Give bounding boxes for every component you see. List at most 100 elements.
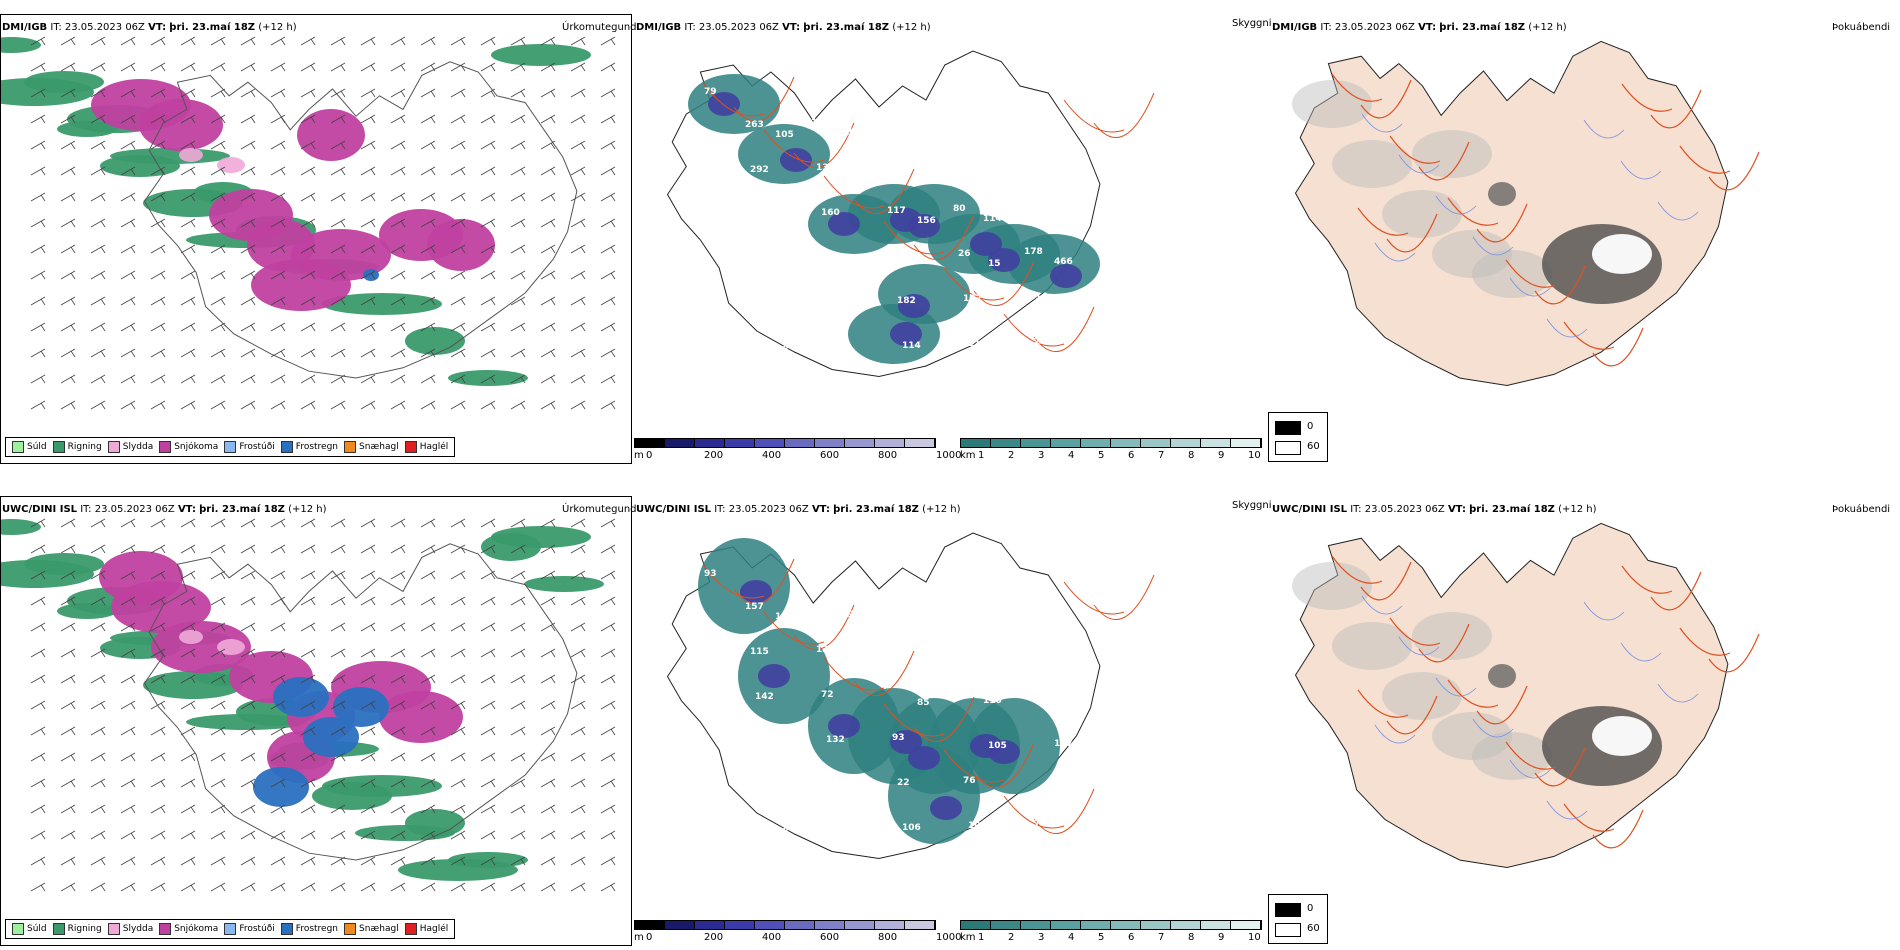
panel-header-fog-bottom: UWC/DINI ISL IT: 23.05.2023 06Z VT: þri.… [1272,504,1597,515]
legend-swatch [159,923,172,935]
cloud-low-area [908,746,940,770]
colorbar-tick: 7 [1158,450,1165,461]
wind-barb [150,648,166,658]
wind-barb [300,596,316,606]
wind-barb [600,62,616,72]
wind-barb [300,648,316,658]
wind-barb [360,856,376,866]
wind-barb [570,166,586,176]
colorbar-tick: 9 [1218,932,1225,943]
river [1398,154,1440,174]
wind-barb [600,166,616,176]
wind-barb [120,400,136,410]
wind-barb [390,752,406,762]
legend-label: Snæhagl [359,924,399,934]
road [1003,795,1065,829]
road [703,83,765,117]
cloud-low-area [898,294,930,318]
wind-barb [120,648,136,658]
wind-barb [510,726,526,736]
wind-barb [510,166,526,176]
precip-legend-item: Rigning [52,441,102,453]
wind-barb [150,804,166,814]
wind-barb [150,374,166,384]
wind-barb [540,752,556,762]
wind-barb [120,856,136,866]
precip-legend-item: Snæhagl [344,923,399,935]
cloud-base-label: 303 [1059,784,1078,794]
river [1583,119,1625,139]
wind-barb [420,726,436,736]
colorbar-tick: 7 [1158,932,1165,943]
wind-barb [390,348,406,358]
wind-barb [360,62,376,72]
wind-barb [270,140,286,150]
wind-barb [180,518,196,528]
wind-barb [240,140,256,150]
wind-barb [210,726,226,736]
legend-swatch [12,923,24,935]
wind-barb [540,726,556,736]
colorbar-segment [1081,921,1111,929]
wind-barb [270,622,286,632]
wind-barb [540,804,556,814]
cloud-base-label: 182 [897,296,916,306]
panel-title-precip-top: Úrkomutegund [562,22,637,33]
wind-barb [30,88,46,98]
wind-barb [480,192,496,202]
panel-header-cloud-bottom: UWC/DINI ISL IT: 23.05.2023 06Z VT: þri.… [636,504,961,515]
panel-header-precip-bottom: UWC/DINI ISL IT: 23.05.2023 06Z VT: þri.… [2,504,327,515]
colorbar-tick: 8 [1188,932,1195,943]
wind-barb [90,856,106,866]
wind-barb [390,596,406,606]
wind-barb [180,726,196,736]
wind-barb [210,296,226,306]
panel-header-cloud-top: DMI/IGB IT: 23.05.2023 06Z VT: þri. 23.m… [636,22,931,33]
snow-area [151,621,251,673]
legend-swatch [107,923,120,935]
rain-area [398,859,518,881]
road [1386,695,1438,735]
wind-barb [450,752,466,762]
wind-barb [120,882,136,892]
wind-barb [300,114,316,124]
wind-barb [300,88,316,98]
wind-barb [270,752,286,762]
cloud-base-label: 202 [1039,604,1058,614]
wind-barb [240,62,256,72]
river [1546,800,1588,820]
cloud-base-label: 161 [1044,649,1063,659]
precip-legend-item: Slydda [107,441,153,453]
wind-barb [600,322,616,332]
wind-barb [60,140,76,150]
legend-label: Súld [27,442,47,452]
wind-barb [570,270,586,280]
wind-barb [540,778,556,788]
wind-barb [210,114,226,124]
legend-label: Frostregn [295,924,339,934]
wind-barb [210,518,226,528]
wind-barb [390,544,406,554]
precip-legend-item: Frostúði [224,441,275,453]
wind-barb [480,244,496,254]
wind-barb [210,88,226,98]
road [1650,571,1702,611]
road [1563,803,1615,832]
wind-barb [150,726,166,736]
road [1650,89,1702,129]
wind-barb [270,166,286,176]
wind-barb [30,296,46,306]
colorbar-segment [665,439,695,447]
wind-barb [540,518,556,528]
wind-barb [570,648,586,658]
legend-swatch [344,441,357,453]
wind-barb [90,674,106,684]
wind-barb [450,570,466,580]
cloud-base-label: 73 [836,343,849,353]
wind-barb [60,36,76,46]
rain-area [57,121,117,137]
wind-barb [480,322,496,332]
road [1505,259,1557,288]
wind-barb [300,322,316,332]
wind-barb [510,62,526,72]
